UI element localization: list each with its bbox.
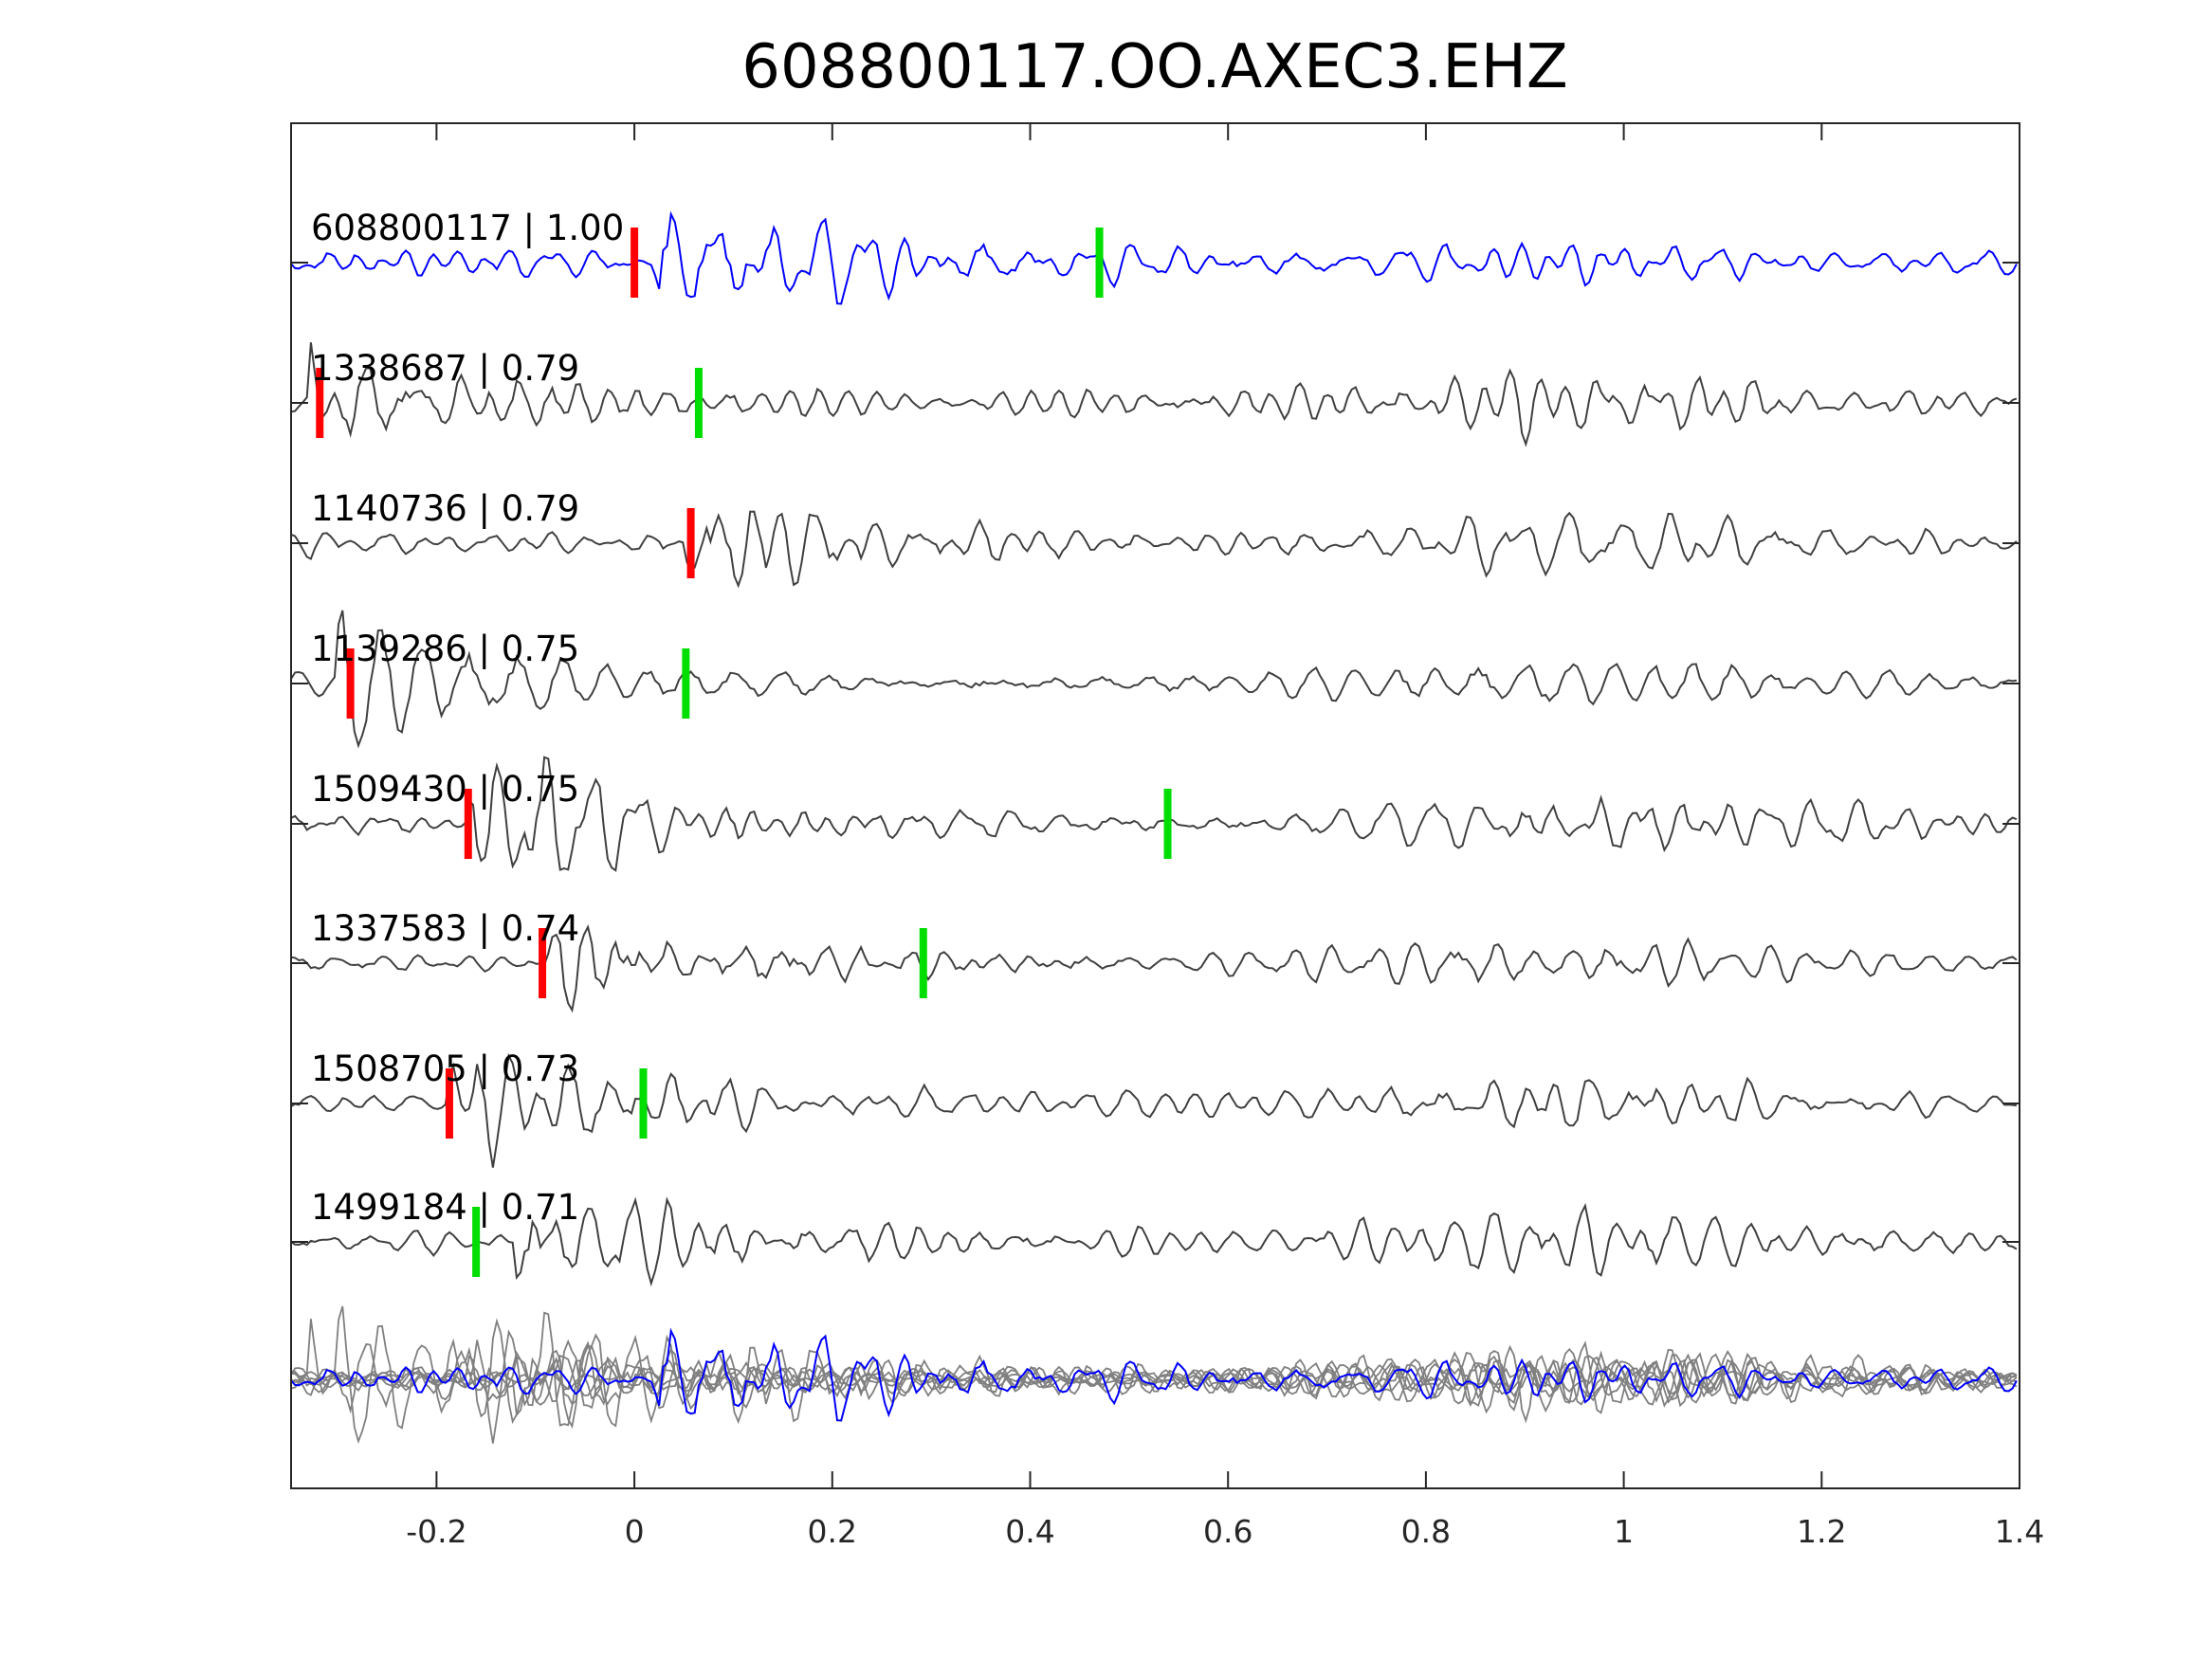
x-axis: -0.2 0 0.2 0.4 0.6 0.8 1 1.2 1.4 [291,123,2044,1550]
s-pick-marker [919,928,927,998]
trace-label: 1508705 | 0.73 [311,1048,579,1089]
trace-label: 1499184 | 0.71 [311,1187,579,1228]
chart-title: 608800117.OO.AXEC3.EHZ [741,32,1568,102]
stack-trace-608800117 [290,1327,2018,1422]
x-tick-label: 1 [1614,1513,1634,1550]
p-pick-marker [316,368,324,438]
trace-label: 1509430 | 0.75 [311,769,579,810]
trace-608800117 [290,210,2018,305]
x-tick-label: 0 [625,1513,645,1550]
trace-1139286 [290,610,2018,749]
s-pick-marker [639,1068,648,1139]
trace-labels: 608800117 | 1.00 1338687 | 0.79 1140736 | … [311,208,624,1228]
s-pick-marker [694,368,703,438]
x-tick-label: 0.8 [1401,1513,1451,1550]
s-pick-marker [1095,228,1104,298]
p-pick-marker [631,228,639,298]
x-tick-label: -0.2 [406,1513,466,1550]
x-tick-label: 0.6 [1203,1513,1252,1550]
axes-box [290,122,2020,1489]
plot-area [290,210,2018,1445]
trace-label: 1140736 | 0.79 [311,488,579,529]
x-tick-label: 1.4 [1995,1513,2044,1550]
stack-trace-1338687 [290,1319,2018,1424]
trace-1508705 [290,1052,2018,1168]
x-tick-label: 0.4 [1005,1513,1054,1550]
p-pick-marker [686,508,695,578]
p-pick-marker [346,648,355,719]
p-pick-marker [464,789,472,859]
trace-1337583 [290,924,2018,1013]
trace-1509430 [290,756,2018,872]
trace-1499184 [290,1196,2018,1287]
trace-1140736 [290,510,2018,589]
x-tick-label: 1.2 [1797,1513,1846,1550]
p-pick-marker [539,928,547,998]
trace-1338687 [290,342,2018,447]
trace-label: 1338687 | 0.79 [311,348,579,389]
s-pick-marker [682,648,690,719]
s-pick-marker [472,1207,481,1277]
trace-label: 608800117 | 1.00 [311,208,624,248]
x-tick-label: 0.2 [808,1513,857,1550]
stack-trace-1499184 [290,1334,2018,1424]
s-pick-marker [1163,789,1172,859]
trace-label: 1139286 | 0.75 [311,629,579,669]
trace-label: 1337583 | 0.74 [311,908,579,949]
p-pick-marker [445,1068,453,1139]
